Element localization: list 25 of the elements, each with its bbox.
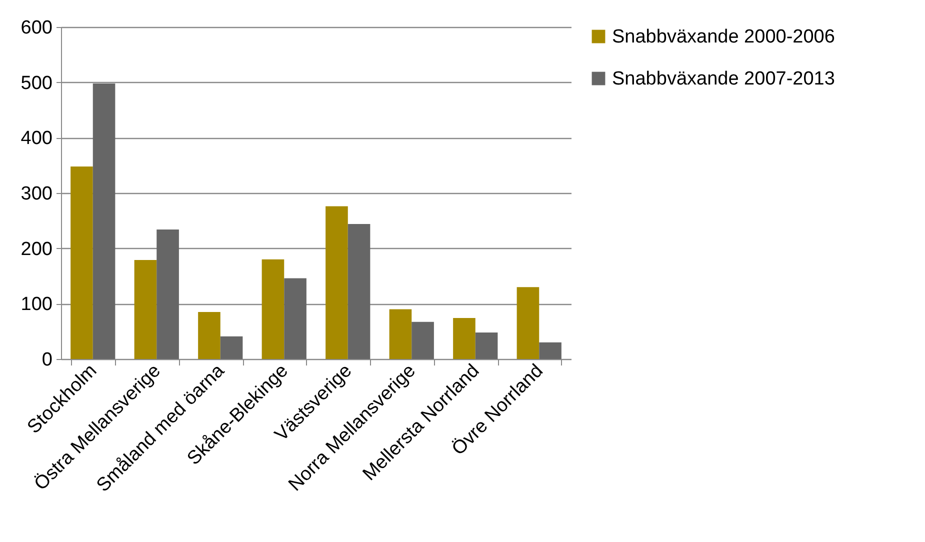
bar [220,336,243,359]
bar [198,312,220,359]
bar [412,322,434,359]
bar [134,260,157,359]
bar [389,309,412,359]
bar [539,342,562,359]
y-tick-label: 300 [20,184,52,204]
bar [348,224,370,359]
bar [453,318,476,359]
bar [475,332,498,359]
bar [326,206,348,359]
legend-label: Snabbväxande 2000-2006 [612,26,835,48]
bar [92,83,116,359]
bar [262,259,284,359]
y-tick-label: 0 [42,350,52,370]
bar [156,230,179,359]
legend-label: Snabbväxande 2007-2013 [612,68,835,90]
y-tick-label: 400 [20,128,52,150]
bar [516,287,540,359]
y-tick-label: 500 [20,72,52,94]
y-tick-label: 200 [20,238,52,260]
bar [70,166,93,359]
y-tick-label: 600 [20,18,52,38]
y-tick-label: 100 [20,294,52,316]
bar [284,278,306,359]
